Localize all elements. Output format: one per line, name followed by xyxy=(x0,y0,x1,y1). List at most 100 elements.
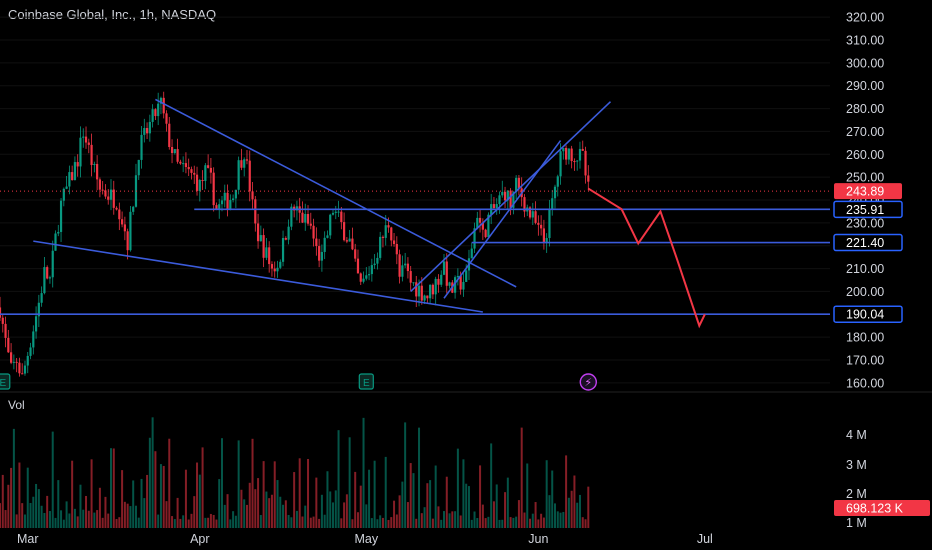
volume-bar xyxy=(265,491,268,528)
earnings-marker-label: E xyxy=(363,378,370,389)
volume-bar xyxy=(492,501,495,528)
price-tick-label: 210.00 xyxy=(846,262,884,276)
candle-body xyxy=(193,172,196,175)
candle-body xyxy=(73,162,77,181)
candle-body xyxy=(268,247,271,265)
volume-bar xyxy=(204,517,207,528)
volume-bar xyxy=(581,517,584,528)
candle-body xyxy=(101,189,104,191)
candle-body xyxy=(0,307,2,318)
candle-body xyxy=(442,261,446,275)
candle-body xyxy=(567,148,570,160)
candle-body xyxy=(54,233,57,251)
level-badge xyxy=(833,200,903,219)
candle-body xyxy=(137,159,140,176)
candle-body xyxy=(126,231,129,251)
volume-bar xyxy=(143,498,146,528)
volume-bar xyxy=(4,510,7,528)
level-badge xyxy=(833,233,903,252)
trendline xyxy=(410,101,612,293)
volume-bar xyxy=(71,460,74,528)
candle-body xyxy=(154,109,157,117)
time-tick-label: Jul xyxy=(697,532,713,546)
candle-body xyxy=(234,189,237,199)
time-tick-label: Mar xyxy=(17,532,39,546)
candle-body xyxy=(284,238,287,240)
volume-bar xyxy=(198,474,201,528)
volume-bar xyxy=(437,506,440,528)
candle-body xyxy=(334,211,337,213)
volume-bar xyxy=(73,508,76,528)
volume-bar xyxy=(301,516,304,528)
candle-body xyxy=(51,250,54,278)
volume-bar xyxy=(273,461,276,528)
volume-badge xyxy=(834,500,930,516)
volume-bar xyxy=(165,501,168,528)
volume-bar xyxy=(284,500,287,528)
candle-body xyxy=(409,271,412,283)
volume-bar xyxy=(406,502,409,528)
volume-bar xyxy=(282,504,285,528)
volume-bar xyxy=(79,484,82,528)
volume-bar xyxy=(368,469,371,528)
volume-bar xyxy=(520,427,523,528)
volume-bar xyxy=(90,459,93,528)
volume-bar xyxy=(295,510,298,528)
candle-body xyxy=(276,267,279,272)
volume-bar xyxy=(121,470,124,528)
volume-bar xyxy=(479,465,482,528)
volume-bar xyxy=(54,517,57,528)
candle-body xyxy=(345,240,348,242)
volume-bar xyxy=(562,511,565,528)
candle-body xyxy=(373,263,376,266)
candle-body xyxy=(337,211,340,213)
candle-body xyxy=(62,188,65,201)
candle-body xyxy=(190,169,193,173)
volume-bar xyxy=(370,518,373,528)
candle-body xyxy=(173,149,176,154)
candle-body xyxy=(251,191,254,200)
volume-bar xyxy=(132,480,135,528)
volume-bar xyxy=(129,506,132,528)
candle-body xyxy=(98,179,101,190)
volume-bar xyxy=(276,480,279,528)
volume-bar xyxy=(515,516,518,528)
volume-bar xyxy=(187,519,190,528)
volume-bar xyxy=(118,517,121,528)
candle-body xyxy=(90,144,93,166)
volume-bar xyxy=(320,494,323,528)
volume-bar xyxy=(509,517,512,528)
candle-body xyxy=(481,222,484,230)
candle-body xyxy=(462,281,465,290)
volume-bar xyxy=(29,503,32,528)
candle-body xyxy=(115,207,118,210)
candle-body xyxy=(454,277,457,293)
candle-body xyxy=(584,150,587,176)
candle-body xyxy=(401,265,404,277)
volume-bar xyxy=(7,484,10,528)
volume-bar xyxy=(171,516,174,528)
candle-body xyxy=(12,361,15,363)
candle-body xyxy=(170,146,174,154)
candles xyxy=(0,91,590,377)
volume-bar xyxy=(270,494,273,528)
volume-bar xyxy=(0,503,1,528)
volume-bar xyxy=(234,515,237,528)
volume-bar xyxy=(381,517,384,528)
volume-tick-label: 1 M xyxy=(846,516,867,530)
candle-body xyxy=(129,211,132,251)
volume-bar xyxy=(262,461,265,528)
volume-bar xyxy=(501,519,504,528)
candle-body xyxy=(112,189,115,208)
volume-bar xyxy=(517,500,520,528)
volume-bar xyxy=(429,480,432,528)
candle-body xyxy=(168,123,171,147)
candle-body xyxy=(212,172,215,206)
volume-bar xyxy=(257,478,260,528)
candle-body xyxy=(459,275,462,290)
volume-bar xyxy=(412,473,415,528)
volume-bar xyxy=(196,462,199,528)
volume-bar xyxy=(76,516,79,528)
candle-body xyxy=(118,209,121,220)
